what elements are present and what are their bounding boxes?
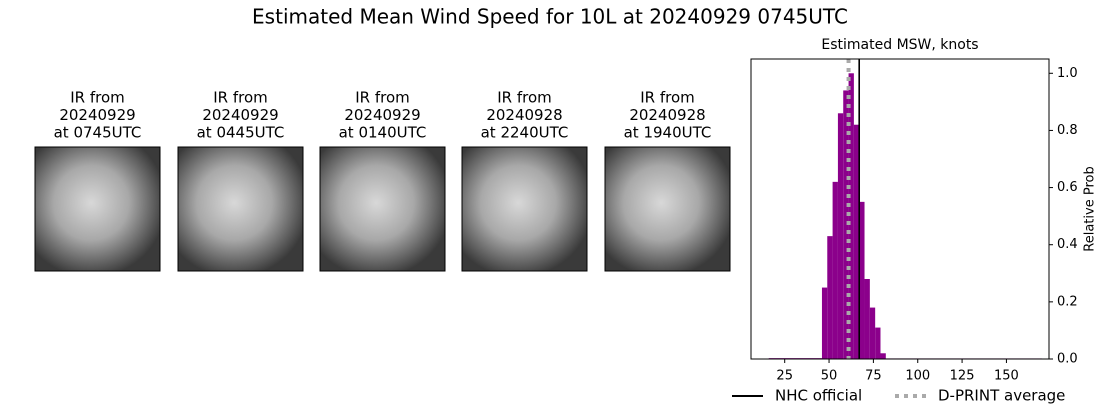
bar [880,353,886,359]
bar [853,124,860,359]
panel-label: IR from [70,89,125,107]
panel-label: 20240929 [59,106,135,124]
panel-label: at 0445UTC [197,124,285,142]
panel-label: 20240928 [629,106,705,124]
bar [875,327,881,359]
satellite-image [604,146,731,272]
x-tick-label: 150 [994,369,1019,384]
y-tick-label: 0.0 [1057,352,1078,367]
satellite-image [177,146,304,272]
satellite-image [319,146,446,272]
bar [859,201,865,359]
panel-label: IR from [497,89,552,107]
y-tick-label: 0.6 [1057,180,1078,195]
figure-title: Estimated Mean Wind Speed for 10L at 202… [252,5,848,29]
bar [869,307,876,359]
panel-label: 20240929 [344,106,420,124]
bar [848,73,854,360]
x-tick-label: 100 [905,369,930,384]
panel-label: at 1940UTC [624,124,712,142]
bar [837,113,844,360]
x-tick-label: 125 [950,369,975,384]
satellite-image [34,146,161,272]
y-tick-label: 0.8 [1057,123,1078,138]
panel-label: at 0745UTC [54,124,142,142]
y-tick-label: 1.0 [1057,66,1078,81]
panel-label: IR from [355,89,410,107]
bar [832,181,838,359]
y-tick-label: 0.4 [1057,237,1078,252]
bar [821,287,828,359]
bar [843,90,849,359]
y-tick-label: 0.2 [1057,294,1078,309]
chart-title: Estimated MSW, knots [821,37,978,53]
panel-label: at 0140UTC [339,124,427,142]
x-tick-label: 25 [776,369,793,384]
bar [864,279,870,359]
panel-label: at 2240UTC [481,124,569,142]
panel-label: IR from [213,89,268,107]
satellite-image [461,146,588,272]
legend-label: D-PRINT average [938,387,1065,405]
plot-frame [750,58,1050,360]
panel-label: 20240929 [202,106,278,124]
y-axis-label: Relative Prob [1083,166,1098,251]
x-tick-label: 75 [865,369,882,384]
legend-label: NHC official [775,387,862,405]
panel-label: IR from [640,89,695,107]
x-tick-label: 50 [821,369,838,384]
bar [827,236,833,359]
panel-label: 20240928 [486,106,562,124]
